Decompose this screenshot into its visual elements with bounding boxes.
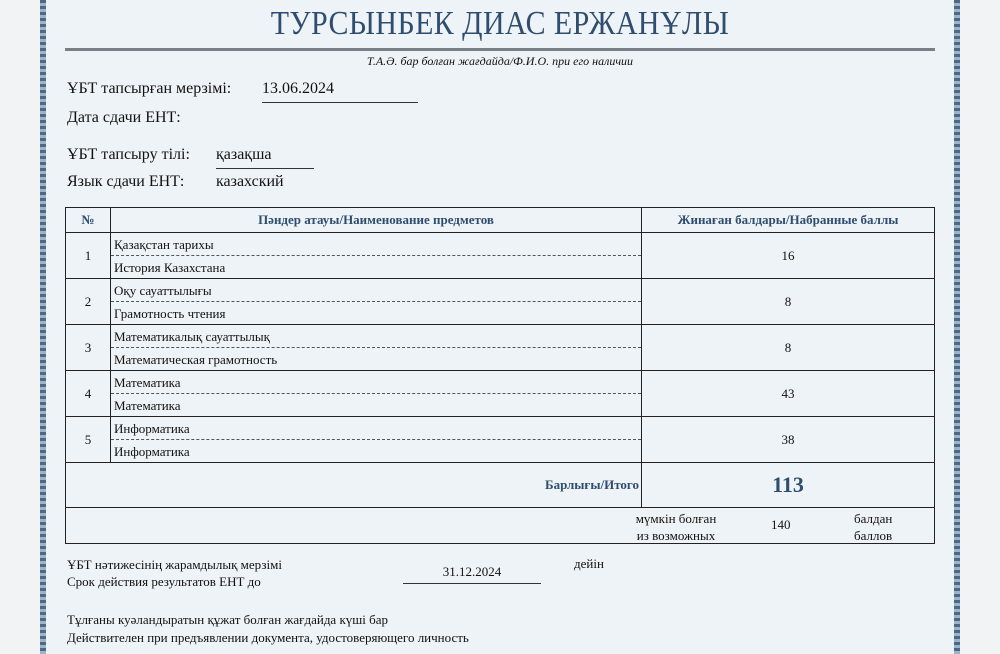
row-number: 1: [65, 232, 111, 279]
student-name: ТУРСЫНБЕК ДИАС ЕРЖАНҰЛЫ: [270, 5, 730, 42]
exam-date-value: 13.06.2024: [262, 80, 418, 103]
subject-name: Оқу сауаттылығы Грамотность чтения: [110, 278, 642, 325]
points-label: балдан баллов: [854, 511, 893, 543]
col-score: Жинаған балдары/Набранные баллы: [641, 207, 935, 233]
decorative-border-left: [40, 0, 46, 654]
table-row: 5 Информатика Информатика 38: [65, 416, 935, 463]
table-row: 1 Қазақстан тарихы История Казахстана 16: [65, 232, 935, 279]
exam-date-label-kz: ҰБТ тапсырған мерзімі:: [67, 80, 232, 97]
subject-score: 38: [641, 416, 935, 463]
col-subject: Пәндер атауы/Наименование предметов: [110, 207, 642, 233]
validity-suffix: дейін: [574, 556, 604, 571]
name-caption: Т.А.Ә. бар болған жағдайда/Ф.И.О. при ег…: [366, 54, 634, 68]
row-number: 3: [65, 324, 111, 371]
total-label: Барлығы/Итого: [65, 462, 642, 508]
total-row: Барлығы/Итого 113: [65, 462, 935, 508]
exam-date-label-ru: Дата сдачи ЕНТ:: [67, 109, 181, 126]
language-value-kz: қазақша: [216, 146, 314, 169]
subject-score: 16: [641, 232, 935, 279]
possible-row: мүмкін болған из возможных 140 балдан балл…: [65, 507, 935, 544]
total-score: 113: [641, 462, 935, 508]
subject-name: Информатика Информатика: [110, 416, 642, 463]
subject-name: Математикалық сауаттылық Математическая г…: [110, 324, 642, 371]
subject-score: 8: [641, 324, 935, 371]
row-number: 2: [65, 278, 111, 325]
decorative-border-right: [954, 0, 960, 654]
validity-note: Тұлғаны куәландыратын құжат болған жағда…: [67, 612, 469, 645]
row-number: 5: [65, 416, 111, 463]
validity-date: 31.12.2024: [403, 564, 541, 584]
possible-label: мүмкін болған из возможных: [635, 511, 717, 543]
subject-name: Математика Математика: [110, 370, 642, 417]
col-number: №: [65, 207, 111, 233]
table-row: 2 Оқу сауаттылығы Грамотность чтения 8: [65, 278, 935, 325]
divider: [65, 48, 935, 51]
table-row: 4 Математика Математика 43: [65, 370, 935, 417]
scores-table: № Пәндер атауы/Наименование предметов Жи…: [65, 207, 935, 544]
subject-score: 8: [641, 278, 935, 325]
validity-label: ҰБТ нәтижесінің жарамдылық мерзімі Срок д…: [67, 557, 282, 589]
table-row: 3 Математикалық сауаттылық Математическая…: [65, 324, 935, 371]
subject-name: Қазақстан тарихы История Казахстана: [110, 232, 642, 279]
row-number: 4: [65, 370, 111, 417]
language-label-ru: Язык сдачи ЕНТ:: [67, 173, 185, 190]
subject-score: 43: [641, 370, 935, 417]
language-value-ru: казахский: [216, 173, 284, 190]
language-label-kz: ҰБТ тапсыру тілі:: [67, 146, 190, 163]
possible-score: 140: [771, 517, 791, 532]
